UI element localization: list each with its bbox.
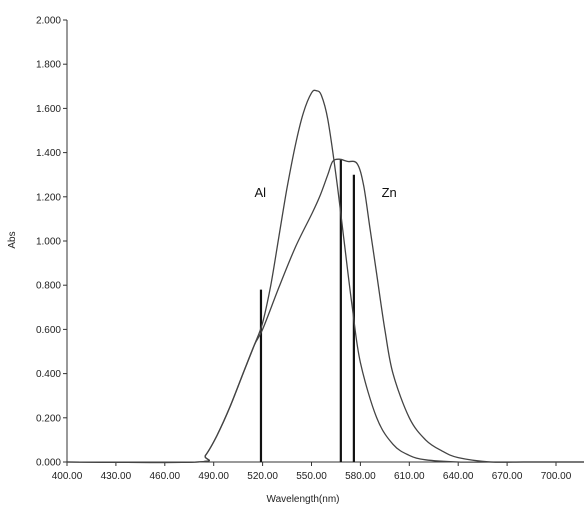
x-tick-label: 490.00 <box>198 471 229 482</box>
y-tick-label: 1.200 <box>36 192 61 203</box>
y-tick-label: 0.000 <box>36 458 61 469</box>
y-tick-label: 0.600 <box>36 325 61 336</box>
series-annotations: Al Zn <box>254 185 396 200</box>
y-axis-title: Abs <box>7 231 18 248</box>
series-line-zn <box>66 158 584 464</box>
x-tick-label: 670.00 <box>492 471 523 482</box>
x-tick-label: 610.00 <box>394 471 425 482</box>
x-axis-title: Wavelength(nm) <box>267 494 340 505</box>
y-tick-label: 1.000 <box>36 237 61 248</box>
y-tick-label: 2.000 <box>36 16 61 27</box>
series-curves <box>66 89 584 464</box>
x-axis-ticks: 400.00 430.00 460.00 490.00 520.00 550.00 580.… <box>52 462 572 482</box>
y-tick-label: 0.200 <box>36 413 61 424</box>
series-annotation-zn: Zn <box>382 185 397 200</box>
x-tick-label: 640.00 <box>443 471 474 482</box>
x-tick-label: 700.00 <box>541 471 572 482</box>
y-tick-label: 1.800 <box>36 60 61 71</box>
y-tick-label: 1.400 <box>36 148 61 159</box>
x-tick-label: 460.00 <box>150 471 181 482</box>
x-tick-label: 430.00 <box>101 471 132 482</box>
series-annotation-al: Al <box>254 185 266 200</box>
y-tick-label: 1.600 <box>36 104 61 115</box>
y-tick-label: 0.400 <box>36 369 61 380</box>
series-line-al <box>66 89 584 464</box>
x-tick-label: 550.00 <box>296 471 327 482</box>
y-axis-ticks: 0.000 0.200 0.400 0.600 0.800 1.000 1.200 1.400… <box>36 16 67 469</box>
x-tick-label: 580.00 <box>345 471 376 482</box>
x-tick-label: 400.00 <box>52 471 83 482</box>
y-tick-label: 0.800 <box>36 281 61 292</box>
x-tick-label: 520.00 <box>247 471 278 482</box>
